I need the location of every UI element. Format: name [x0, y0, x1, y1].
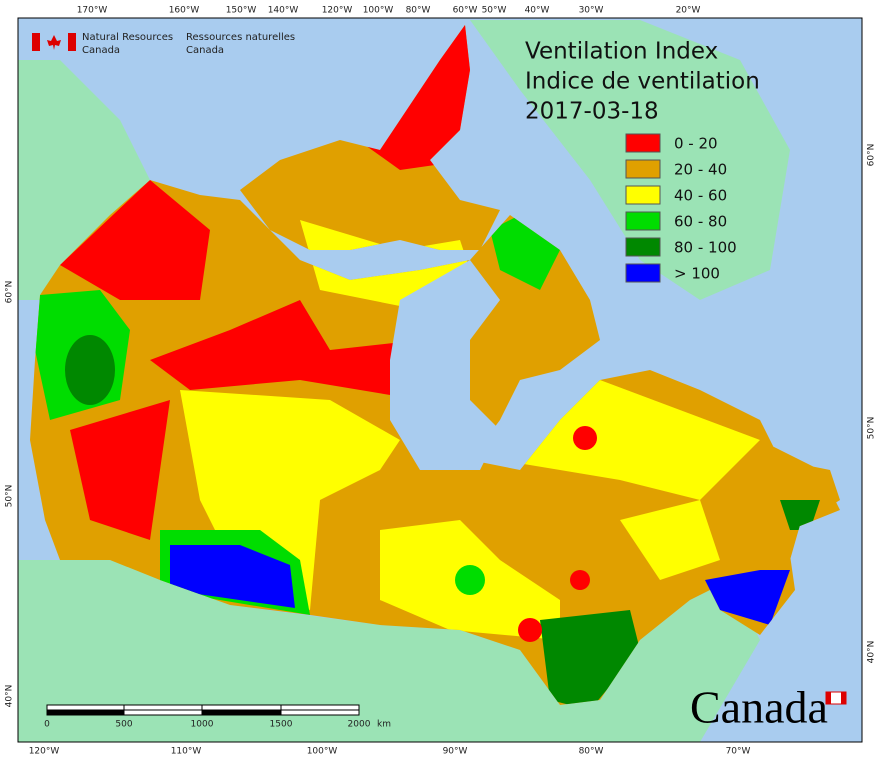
scale-label: 2000 — [348, 720, 371, 730]
wordmark-flag-bar — [841, 692, 846, 704]
graticule-label: 50°W — [482, 6, 507, 16]
legend-label: 60 - 80 — [674, 213, 727, 231]
legend-swatch — [625, 211, 661, 231]
wordmark: Canada — [690, 682, 828, 733]
graticule-label: 20°W — [676, 6, 701, 16]
legend-swatch — [625, 263, 661, 283]
frame — [17, 17, 863, 743]
nrcan-signature: Natural Resources Canada Ressources natu… — [32, 32, 295, 56]
graticule-label: 40°W — [525, 6, 550, 16]
agency-fr: Ressources naturelles — [186, 32, 295, 43]
scale-segment — [280, 709, 360, 716]
legend-label: > 100 — [674, 265, 720, 283]
zone — [540, 610, 640, 705]
wordmark-flag-bar — [826, 692, 831, 704]
flag-bar — [68, 33, 76, 51]
zone — [518, 618, 542, 642]
scale-label: 0 — [44, 720, 50, 730]
graticule-label: 40°N — [5, 685, 15, 708]
maple-leaf — [47, 35, 61, 50]
zone — [620, 500, 720, 580]
agency-en: Canada — [82, 45, 120, 56]
scale-label: 1500 — [270, 720, 293, 730]
title: Indice de ventilation — [525, 69, 760, 95]
legend-swatch — [625, 185, 661, 205]
graticule-label: 120°W — [29, 747, 60, 757]
zone — [570, 570, 590, 590]
scale-segment — [46, 704, 125, 711]
legend-label: 20 - 40 — [674, 161, 727, 179]
graticule-label: 140°W — [268, 6, 299, 16]
zone — [705, 570, 790, 625]
graticule-label: 170°W — [77, 6, 108, 16]
legend-label: 40 - 60 — [674, 187, 727, 205]
scale-segment — [123, 704, 203, 711]
graticule-label: 110°W — [171, 747, 202, 757]
zone — [65, 335, 115, 405]
graticule-label: 60°W — [453, 6, 478, 16]
scale-label: 1000 — [191, 720, 214, 730]
scale-label: 500 — [115, 720, 132, 730]
zone — [70, 400, 170, 540]
graticule-label: 80°W — [406, 6, 431, 16]
scale-segment — [46, 709, 125, 716]
scale-segment — [123, 709, 203, 716]
scale-segment — [201, 709, 282, 716]
usa — [18, 560, 760, 742]
graticule-label: 80°W — [579, 747, 604, 757]
graticule-label: 60°N — [5, 281, 15, 304]
zone — [455, 565, 485, 595]
graticule-label: 40°N — [867, 641, 877, 664]
hudson-bay — [390, 260, 500, 470]
graticule-label: 90°W — [443, 747, 468, 757]
agency-en: Natural Resources — [82, 32, 173, 43]
map-body — [18, 18, 862, 742]
legend-swatch — [625, 237, 661, 257]
legend-swatch — [625, 133, 661, 153]
graticule-label: 100°W — [363, 6, 394, 16]
zone — [170, 545, 295, 608]
graticule-label: 150°W — [226, 6, 257, 16]
legend-swatch — [625, 159, 661, 179]
zone — [60, 180, 210, 300]
scale-unit: km — [377, 720, 391, 730]
graticule-label: 160°W — [169, 6, 200, 16]
graticule-label: 100°W — [307, 747, 338, 757]
graticule-label: 120°W — [322, 6, 353, 16]
scale-segment — [280, 704, 360, 711]
zone — [573, 426, 597, 450]
alaska — [18, 60, 150, 300]
legend-label: 0 - 20 — [674, 135, 718, 153]
date: 2017-03-18 — [525, 99, 659, 125]
legend-label: 80 - 100 — [674, 239, 737, 257]
graticule-label: 60°N — [867, 144, 877, 167]
graticule-label: 70°W — [726, 747, 751, 757]
flag-bar — [32, 33, 40, 51]
agency-fr: Canada — [186, 45, 224, 56]
graticule-label: 50°N — [5, 485, 15, 508]
zone — [490, 215, 560, 290]
graticule-label: 50°N — [867, 417, 877, 440]
scale-segment — [201, 704, 282, 711]
title: Ventilation Index — [525, 39, 718, 65]
graticule-label: 30°W — [579, 6, 604, 16]
